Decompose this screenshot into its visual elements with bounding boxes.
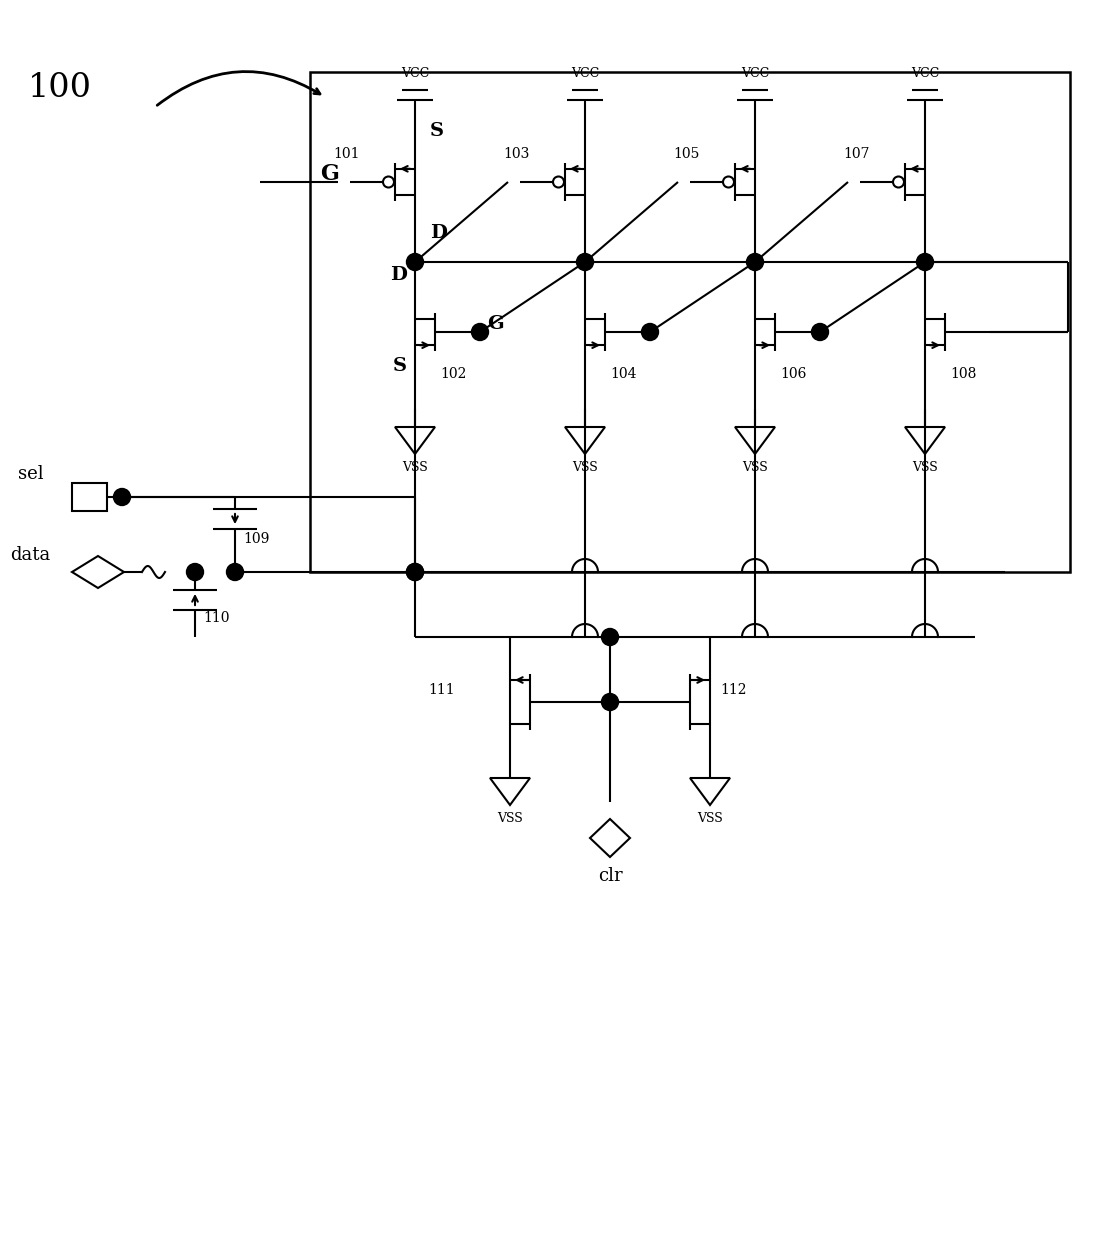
Text: 112: 112 <box>720 684 747 697</box>
Text: VCC: VCC <box>911 68 939 80</box>
Text: VCC: VCC <box>571 68 600 80</box>
Text: 111: 111 <box>428 684 455 697</box>
Text: S: S <box>430 121 444 140</box>
Circle shape <box>641 323 659 341</box>
Circle shape <box>406 563 424 581</box>
Circle shape <box>917 253 933 270</box>
Circle shape <box>602 629 618 646</box>
Text: VCC: VCC <box>401 68 429 80</box>
Text: sel: sel <box>18 464 44 483</box>
Text: D: D <box>430 224 447 242</box>
Text: VSS: VSS <box>742 461 768 475</box>
Circle shape <box>602 694 618 710</box>
Text: VSS: VSS <box>697 813 722 825</box>
Text: 108: 108 <box>950 367 976 381</box>
Circle shape <box>226 563 244 581</box>
Bar <box>310 73 1069 572</box>
Text: data: data <box>10 546 51 563</box>
Circle shape <box>406 563 424 581</box>
Circle shape <box>116 491 128 503</box>
Text: VSS: VSS <box>912 461 938 475</box>
Text: 109: 109 <box>243 532 269 546</box>
Circle shape <box>471 323 489 341</box>
Text: G: G <box>321 163 339 185</box>
Text: VCC: VCC <box>741 68 769 80</box>
Text: 103: 103 <box>504 146 530 162</box>
Circle shape <box>406 253 424 270</box>
Text: 107: 107 <box>843 146 870 162</box>
Text: 110: 110 <box>203 611 229 625</box>
Text: G: G <box>488 316 504 333</box>
Text: S: S <box>393 357 407 376</box>
Text: VSS: VSS <box>497 813 523 825</box>
Text: D: D <box>390 265 407 284</box>
Circle shape <box>747 253 763 270</box>
Text: 101: 101 <box>334 146 360 162</box>
Text: 105: 105 <box>674 146 701 162</box>
Circle shape <box>113 488 131 506</box>
Text: 106: 106 <box>780 367 806 381</box>
Text: VSS: VSS <box>402 461 428 475</box>
Circle shape <box>187 563 203 581</box>
Text: 104: 104 <box>610 367 637 381</box>
Circle shape <box>811 323 829 341</box>
Text: 100: 100 <box>29 73 92 104</box>
Circle shape <box>576 253 594 270</box>
Text: clr: clr <box>597 866 623 885</box>
Text: 102: 102 <box>440 367 467 381</box>
Text: VSS: VSS <box>572 461 598 475</box>
